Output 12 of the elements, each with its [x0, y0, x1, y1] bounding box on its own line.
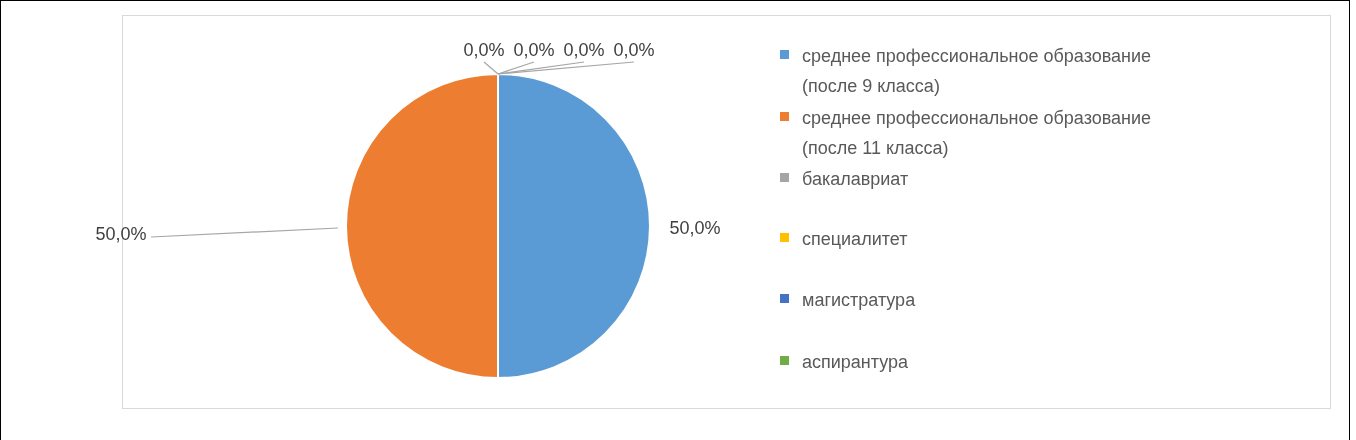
legend-label: аспирантура	[802, 352, 910, 372]
legend-label: специалитет	[802, 229, 908, 249]
text: 0,0%	[463, 40, 505, 60]
text: 0,0%	[563, 40, 605, 60]
data-label: 50,0%	[669, 218, 721, 238]
data-label: 50,0%	[95, 224, 147, 244]
legend-label: среднее профессиональное образование (после 9 класса)	[802, 46, 1152, 96]
text: 0,0%	[613, 40, 655, 60]
legend-label: бакалавриат	[802, 169, 909, 189]
legend-label: магистратура	[802, 290, 917, 310]
legend-label: среднее профессиональное образование (после 11 класса)	[802, 108, 1152, 158]
text: 0,0%	[513, 40, 555, 60]
